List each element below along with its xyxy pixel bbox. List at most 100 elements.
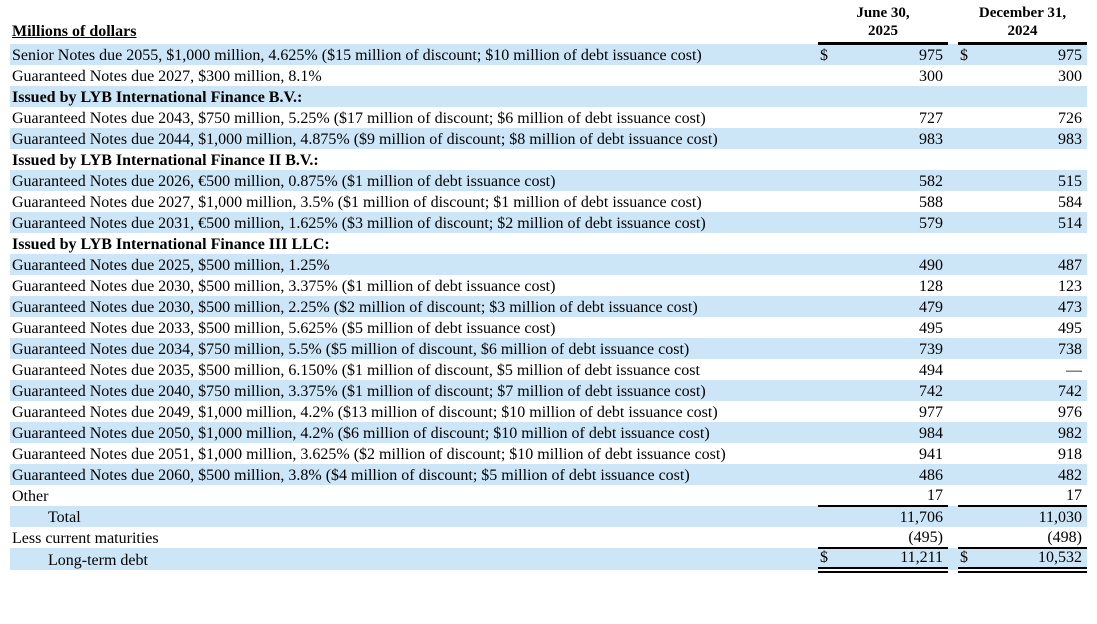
row-label: Guaranteed Notes due 2044, $1,000 millio… [10, 127, 818, 149]
currency-symbol-june [818, 443, 840, 464]
column-gap [948, 401, 958, 422]
table-row: Senior Notes due 2055, $1,000 million, 4… [10, 43, 1087, 65]
currency-symbol-june [818, 107, 840, 128]
value-june-2025: 977 [919, 403, 943, 421]
table-row: Guaranteed Notes due 2051, $1,000 millio… [10, 443, 1087, 464]
row-label: Less current maturities [12, 529, 159, 547]
currency-symbol-december [958, 526, 980, 549]
currency-symbol-june [818, 421, 840, 443]
column-gap [948, 379, 958, 401]
value-december-2024: 482 [980, 463, 1087, 485]
row-label: Guaranteed Notes due 2043, $750 million,… [12, 109, 706, 127]
row-label: Guaranteed Notes due 2051, $1,000 millio… [12, 445, 726, 463]
currency-symbol-june [818, 127, 840, 149]
table-row: Other 17 17 [10, 484, 1087, 507]
column-gap [948, 107, 958, 128]
value-december-2024: 742 [980, 379, 1087, 401]
value-december-2024: 982 [980, 421, 1087, 443]
value-december-2024: 584 [1058, 193, 1082, 211]
value-june-2025: 11,211 [840, 547, 948, 573]
header-row: Millions of dollars June 30, 2025 Decemb… [10, 5, 1087, 46]
row-label: Guaranteed Notes due 2033, $500 million,… [12, 319, 556, 337]
column-gap [948, 5, 958, 44]
currency-symbol-june [818, 317, 840, 338]
currency-symbol-december [958, 169, 980, 191]
column-gap [948, 211, 958, 233]
column-gap [948, 505, 958, 527]
currency-symbol-december: $ [958, 43, 980, 65]
currency-symbol-december [958, 85, 980, 107]
row-label: Guaranteed Notes due 2031, €500 million,… [10, 211, 818, 233]
column-gap [948, 485, 958, 506]
table-row: Long-term debt $11,211 $10,532 [10, 547, 1087, 573]
row-label: Guaranteed Notes due 2060, $500 million,… [10, 463, 818, 485]
row-label: Guaranteed Notes due 2027, $300 million,… [12, 67, 322, 85]
column-gap [948, 169, 958, 191]
column-gap [948, 127, 958, 149]
row-label: Guaranteed Notes due 2050, $1,000 millio… [10, 421, 818, 443]
column-header-june-2025: June 30, 2025 [818, 5, 948, 46]
currency-symbol-june [818, 233, 840, 254]
currency-symbol-june [818, 85, 840, 107]
value-december-2024: 123 [1058, 277, 1082, 295]
table-row: Issued by LYB International Finance III … [10, 233, 1087, 254]
table-row: Guaranteed Notes due 2033, $500 million,… [10, 317, 1087, 338]
row-label: Guaranteed Notes due 2049, $1,000 millio… [12, 403, 718, 421]
table-row: Guaranteed Notes due 2050, $1,000 millio… [10, 421, 1087, 443]
value-june-2025: (495) [840, 526, 948, 549]
currency-symbol-december [958, 401, 980, 422]
column-gap [948, 191, 958, 212]
currency-symbol-december [958, 253, 980, 275]
currency-symbol-june [818, 379, 840, 401]
value-december-2024: 738 [980, 337, 1087, 359]
currency-symbol-june [818, 191, 840, 212]
column-gap [948, 527, 958, 548]
value-december-2024: 10,532 [980, 547, 1087, 573]
currency-symbol-december [958, 359, 980, 380]
row-label: Guaranteed Notes due 2026, €500 million,… [10, 169, 818, 191]
currency-symbol-december [958, 211, 980, 233]
column-gap [948, 295, 958, 317]
currency-symbol-december [958, 295, 980, 317]
currency-symbol-december [958, 337, 980, 359]
value-june-2025: 579 [840, 211, 948, 233]
currency-symbol-june [818, 253, 840, 275]
currency-symbol-december [958, 191, 980, 212]
row-label: Guaranteed Notes due 2040, $750 million,… [10, 379, 818, 401]
value-june-2025: 486 [840, 463, 948, 485]
row-label: Guaranteed Notes due 2027, $1,000 millio… [12, 193, 702, 211]
currency-symbol-december [958, 484, 980, 507]
currency-symbol-december [958, 443, 980, 464]
value-december-2024: 726 [1058, 109, 1082, 127]
value-june-2025: 17 [840, 484, 948, 507]
long-term-debt-table: Millions of dollars June 30, 2025 Decemb… [10, 5, 1087, 573]
debt-table-body: Senior Notes due 2055, $1,000 million, 4… [10, 43, 1087, 573]
column-gap [948, 317, 958, 338]
value-june-2025: 300 [919, 67, 943, 85]
currency-symbol-june [818, 463, 840, 485]
column-gap [948, 337, 958, 359]
table-row: Guaranteed Notes due 2027, $300 million,… [10, 65, 1087, 86]
value-december-2024: 11,030 [980, 505, 1087, 527]
table-row: Issued by LYB International Finance B.V.… [10, 85, 1087, 107]
currency-symbol-december: $ [958, 547, 980, 573]
currency-symbol-december [958, 65, 980, 86]
column-gap [948, 149, 958, 170]
row-label: Issued by LYB International Finance B.V.… [10, 85, 818, 107]
row-label: Guaranteed Notes due 2034, $750 million,… [10, 337, 818, 359]
row-label: Issued by LYB International Finance III … [12, 235, 330, 253]
table-row: Less current maturities (495) (498) [10, 526, 1087, 549]
currency-symbol-december [958, 505, 980, 527]
column-header-december-2024: December 31, 2024 [958, 5, 1087, 46]
currency-symbol-december [958, 463, 980, 485]
row-label: Other [12, 487, 49, 505]
value-june-2025: 984 [840, 421, 948, 443]
value-december-2024 [980, 149, 1087, 170]
column-gap [948, 359, 958, 380]
currency-symbol-december [958, 149, 980, 170]
currency-symbol-december [958, 317, 980, 338]
value-december-2024: 983 [980, 127, 1087, 149]
table-row: Guaranteed Notes due 2026, €500 million,… [10, 169, 1087, 191]
table-row: Guaranteed Notes due 2030, $500 million,… [10, 275, 1087, 296]
value-june-2025: 479 [840, 295, 948, 317]
